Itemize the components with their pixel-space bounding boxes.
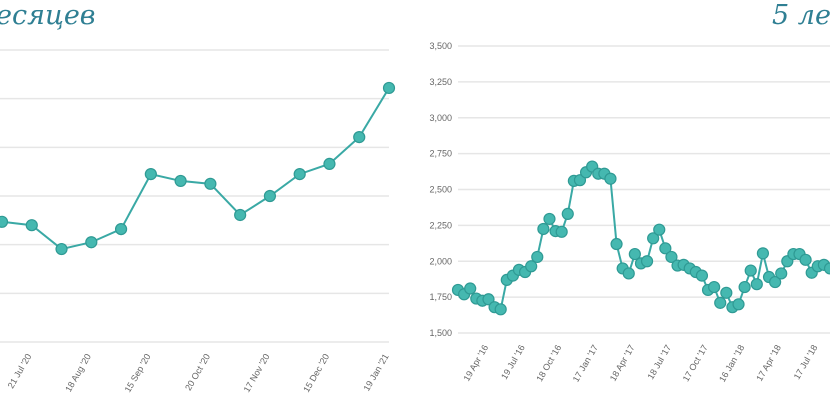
right-data-point [708,280,721,294]
right-data-point [640,255,654,268]
right-data-point [525,260,538,273]
right-data-point [482,293,495,306]
right-data-point [464,282,477,295]
left-x-tick-label: 18 Aug '20 [63,352,93,394]
left-x-tick-label: 17 Nov '20 [242,352,272,394]
left-chart: 21 Jul '20 18 Aug '20 15 Sep '20 20 Oct '20… [0,49,396,394]
right-data-point [720,286,733,299]
right-data-point [775,267,788,280]
right-chart: 1,500 1,750 2,000 2,250 2,500 2,750 3,000 3,250… [429,41,830,384]
right-x-tick-label: 17 Jul '18 [792,343,820,381]
right-x-tick-label: 18 Oct '16 [534,343,563,383]
left-data-point [174,174,187,188]
right-x-tick-label: 17 Apr '18 [754,343,783,383]
left-x-tick-label: 15 Dec '20 [301,352,331,394]
right-y-tick-label: 2,750 [429,149,452,159]
right-data-point [628,247,641,261]
left-data-point [144,168,157,181]
left-data-point [353,131,366,144]
right-y-tick-label: 1,750 [429,292,452,302]
left-data-point [85,236,98,249]
right-data-point [823,262,830,275]
left-data-point [0,215,9,228]
chart-title-left: есяцев [0,0,96,31]
right-data-point [750,278,763,291]
right-x-tick-label: 18 Jul '17 [645,343,673,381]
right-x-tick-label: 19 Jul '16 [499,343,527,381]
left-data-point [263,189,277,203]
right-data-point [537,222,550,236]
right-data-point [494,303,507,316]
left-data-point [382,81,396,95]
right-data-point [604,172,617,185]
right-x-tick-label: 18 Apr '17 [608,343,637,383]
left-data-point [25,219,38,232]
left-x-tick-label: 20 Oct '20 [183,352,212,392]
right-data-point [573,174,587,187]
left-data-point [114,222,128,236]
left-x-tick-label: 15 Sep '20 [123,352,153,394]
left-data-point [234,208,247,222]
right-data-point [732,298,745,311]
right-y-tick-label: 2,500 [429,185,452,195]
left-data-point [323,157,336,170]
right-data-point [561,207,574,220]
right-data-point [665,250,678,264]
right-y-tick-label: 3,500 [429,41,452,51]
right-data-point [744,264,757,277]
left-data-point [293,168,306,181]
right-data-point [799,253,812,266]
right-data-point [756,247,770,260]
right-x-tick-label: 17 Oct '17 [681,343,710,383]
left-x-tick-label: 21 Jul '20 [6,352,34,390]
left-x-tick-label: 19 Jan '21 [361,352,390,393]
right-data-point [695,269,709,282]
right-data-point [531,250,544,264]
left-data-point [204,177,217,190]
right-y-tick-label: 1,500 [429,328,452,338]
right-y-tick-label: 2,250 [429,220,452,230]
right-x-tick-label: 16 Jan '18 [717,343,746,384]
right-x-tick-label: 19 Apr '16 [461,343,490,383]
right-data-point [543,212,556,226]
right-y-tick-label: 3,250 [429,77,452,87]
right-data-point [769,275,782,289]
chart-title-right: 5 лет [772,0,830,31]
right-data-point [738,280,751,294]
right-data-point [659,242,672,255]
right-data-point [647,232,660,245]
right-x-tick-label: 17 Jan '17 [571,343,600,384]
right-data-point [622,267,635,280]
right-y-tick-label: 3,000 [429,113,452,123]
right-data-point [610,237,623,251]
right-data-point [653,223,666,236]
right-data-point [714,296,727,309]
right-y-tick-label: 2,000 [429,256,452,266]
left-data-point [55,242,68,256]
right-data-point [555,225,568,238]
